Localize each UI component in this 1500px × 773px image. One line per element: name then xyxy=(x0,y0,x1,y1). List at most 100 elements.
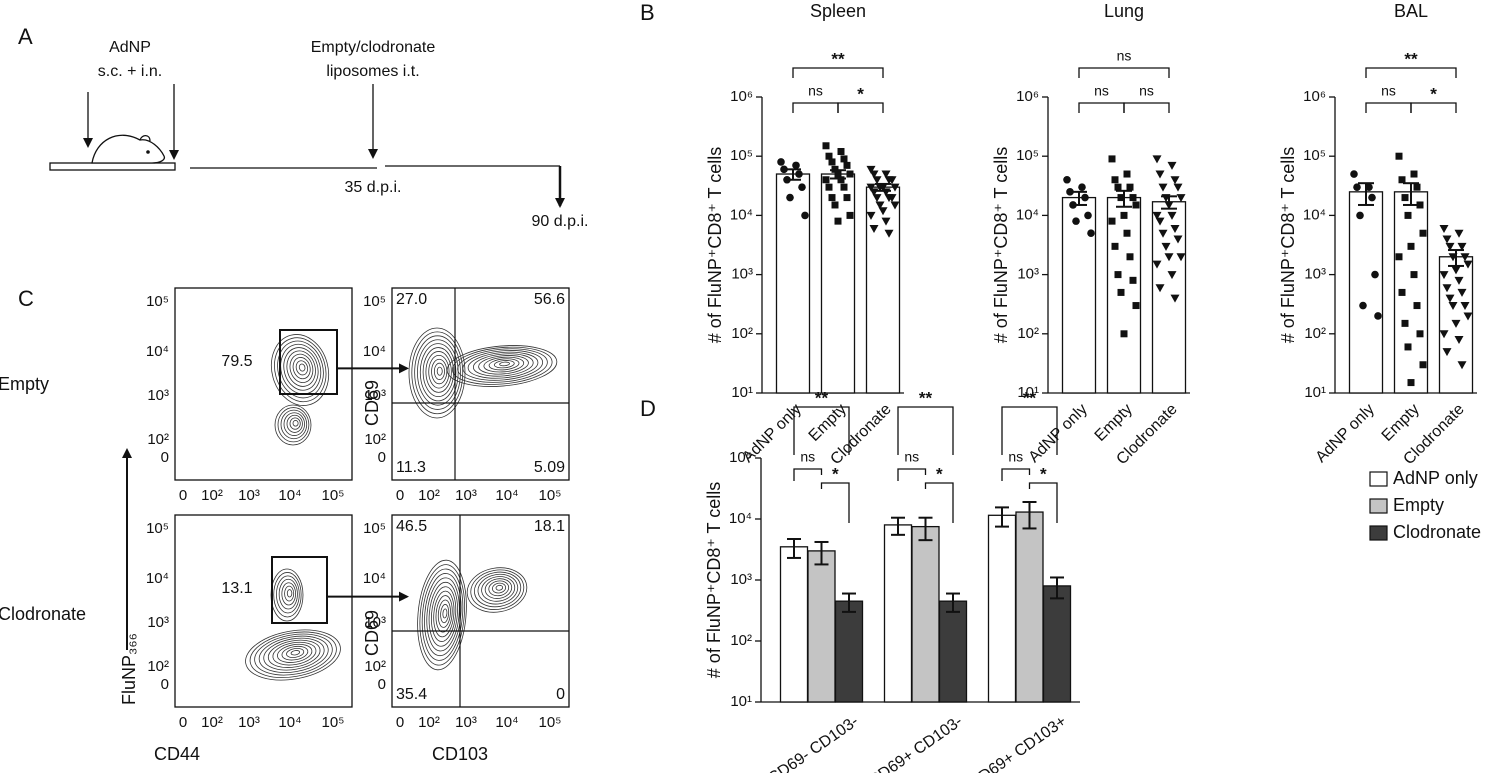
contour xyxy=(488,358,520,371)
significance-bracket xyxy=(793,406,850,455)
legend-swatch xyxy=(1369,525,1388,541)
y-tick-label: 10² xyxy=(147,658,169,675)
x-tick-label: CD69+ CD103+ xyxy=(967,713,1070,773)
data-point xyxy=(1416,201,1424,209)
data-point xyxy=(1401,194,1409,202)
data-point xyxy=(1395,152,1403,160)
y-tick-label: 10⁵ xyxy=(363,520,386,537)
data-point xyxy=(1155,284,1165,293)
y-tick-label: 10³ xyxy=(731,266,753,283)
data-point xyxy=(1457,288,1467,297)
x-tick-label: AdNP only xyxy=(1313,401,1378,466)
data-point xyxy=(1404,343,1412,351)
panel-letter: B xyxy=(640,0,655,25)
significance-label: ** xyxy=(919,388,933,407)
data-point xyxy=(1439,330,1449,339)
significance-bracket xyxy=(924,482,954,523)
contour xyxy=(284,585,295,602)
data-point xyxy=(1374,312,1382,320)
quadrant-value: 46.5 xyxy=(396,518,427,535)
y-tick-label: 10³ xyxy=(364,387,386,404)
contour xyxy=(298,363,306,372)
data-point xyxy=(866,211,876,220)
y-tick-label: 10⁴ xyxy=(146,343,169,360)
x-tick-label: 10⁴ xyxy=(495,487,518,504)
significance-bracket xyxy=(1078,67,1170,78)
x-tick-label: 10³ xyxy=(238,714,260,731)
y-tick-label: 10⁵ xyxy=(730,147,753,164)
contour xyxy=(286,589,293,598)
y-tick-label: 10⁵ xyxy=(1016,147,1039,164)
quadrant-value: 5.09 xyxy=(534,459,565,476)
bar xyxy=(1061,196,1097,394)
contour xyxy=(281,645,309,661)
data-point xyxy=(1084,211,1092,220)
significance-label: ns xyxy=(1381,83,1396,99)
significance-bracket xyxy=(1123,102,1170,113)
data-point xyxy=(828,158,836,166)
contour xyxy=(295,360,309,376)
data-point xyxy=(1439,225,1449,234)
data-point xyxy=(1457,242,1467,251)
y-tick-label: 10³ xyxy=(730,571,752,588)
data-point xyxy=(1161,242,1171,251)
contour xyxy=(258,635,329,673)
data-point xyxy=(1365,183,1373,191)
contour xyxy=(446,345,558,387)
data-point xyxy=(786,193,794,202)
y-axis-label: # of FluNP⁺CD8⁺ T cells xyxy=(991,147,1011,343)
y-axis-label: # of FluNP⁺CD8⁺ T cells xyxy=(705,147,725,343)
x-tick-label: 10⁵ xyxy=(322,714,345,731)
contour xyxy=(274,404,312,446)
contour xyxy=(263,637,325,671)
data-point xyxy=(843,161,851,169)
contour xyxy=(457,348,548,383)
x-tick-label: 10⁴ xyxy=(278,714,301,731)
data-point xyxy=(881,217,891,226)
data-point xyxy=(1132,201,1140,209)
y-tick-label: 10⁵ xyxy=(1303,147,1326,164)
significance-bracket xyxy=(820,482,850,523)
x-tick-label: 0 xyxy=(179,487,187,504)
data-point xyxy=(887,176,897,185)
y-tick-label: 10³ xyxy=(1017,266,1039,283)
y-tick-label: 10⁵ xyxy=(146,293,169,310)
contour xyxy=(483,356,525,373)
data-point xyxy=(884,229,894,238)
data-point xyxy=(1416,330,1424,338)
mouse-eye xyxy=(146,150,150,154)
data-point xyxy=(1132,302,1140,310)
data-point xyxy=(1350,170,1358,178)
data-point xyxy=(1170,225,1180,234)
contour xyxy=(488,580,510,597)
data-point xyxy=(1129,194,1137,202)
x-tick-label: Empty xyxy=(1092,401,1136,445)
data-point xyxy=(890,183,900,192)
data-point xyxy=(1176,253,1186,262)
data-point xyxy=(1063,175,1071,184)
contour xyxy=(437,599,451,628)
data-point xyxy=(1152,211,1162,220)
bar xyxy=(779,546,809,703)
contour xyxy=(430,586,457,642)
contour xyxy=(417,559,467,671)
contour xyxy=(274,337,327,403)
data-point xyxy=(1454,229,1464,238)
contour xyxy=(426,577,460,652)
contour xyxy=(254,633,333,676)
data-point xyxy=(881,170,891,179)
bar xyxy=(1015,511,1044,703)
contour xyxy=(431,358,448,385)
significance-label: ** xyxy=(815,388,829,407)
data-point xyxy=(1173,183,1183,192)
data-point xyxy=(1419,361,1427,369)
contour xyxy=(477,573,519,605)
axis-label: CD103 xyxy=(432,744,488,764)
contour xyxy=(278,578,298,610)
significance-bracket xyxy=(1365,102,1412,113)
significance-label: * xyxy=(936,464,943,483)
significance-bracket xyxy=(1028,482,1058,523)
contour xyxy=(281,582,296,606)
data-point xyxy=(1087,229,1095,238)
data-point xyxy=(1451,266,1461,275)
